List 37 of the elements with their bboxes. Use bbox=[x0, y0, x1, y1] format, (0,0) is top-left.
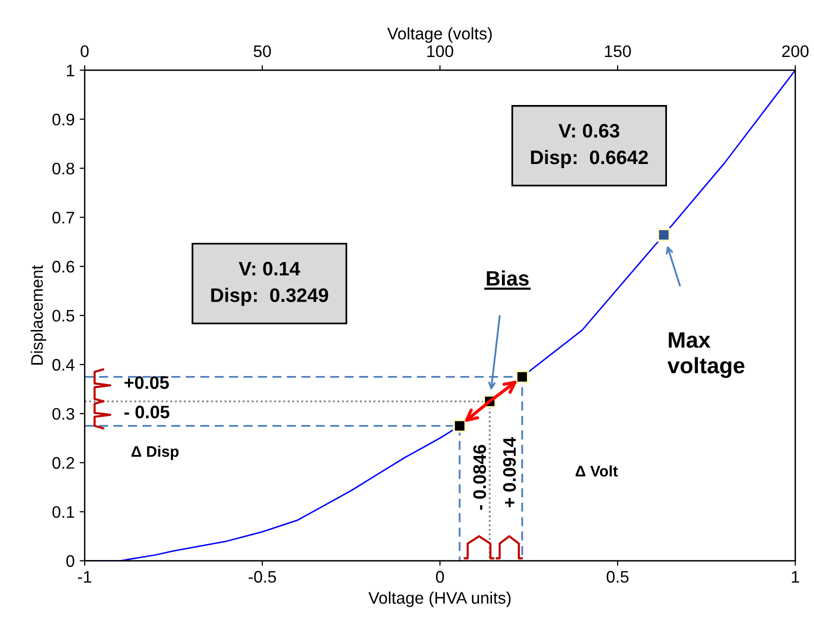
annotation: V: 0.14 Disp: 0.3249 bbox=[211, 262, 328, 306]
x-tick-label: 0.5 bbox=[606, 570, 629, 583]
annotation: Δ Disp bbox=[131, 446, 179, 460]
x-axis-title: Voltage (HVA units) bbox=[368, 592, 511, 608]
y-tick-label: 0.3 bbox=[52, 408, 74, 420]
y-tick-label: 0.5 bbox=[52, 310, 74, 322]
annotation: - 0.0846 bbox=[473, 444, 486, 510]
x2-tick-label: 50 bbox=[254, 45, 271, 58]
x2-tick-label: 100 bbox=[427, 45, 454, 58]
annotation: Bias bbox=[486, 270, 529, 286]
y-tick-label: 0.7 bbox=[52, 212, 74, 224]
x2-axis-title: Voltage (volts) bbox=[387, 27, 492, 43]
y-tick-label: 0.8 bbox=[52, 162, 74, 174]
x-tick-label: -1 bbox=[78, 571, 92, 583]
annotation: +0.05 bbox=[124, 376, 169, 389]
x-tick-label: 0 bbox=[436, 570, 444, 583]
y-tick-label: 0.2 bbox=[52, 457, 74, 469]
y-tick-label: 0.9 bbox=[52, 114, 74, 126]
point bbox=[656, 228, 671, 242]
annotation: + 0.0914 bbox=[503, 437, 516, 508]
annotation: - 0.05 bbox=[124, 406, 170, 418]
y-tick-label: 0.6 bbox=[52, 260, 74, 273]
y-tick-label: 0.4 bbox=[52, 358, 74, 371]
y-tick-label: 1 bbox=[66, 64, 74, 76]
point bbox=[515, 370, 530, 384]
point bbox=[452, 419, 467, 433]
y-tick-label: 0 bbox=[66, 555, 74, 567]
x2-tick-label: 150 bbox=[604, 45, 631, 58]
annotation: V: 0.63 Disp: 0.6642 bbox=[531, 124, 648, 168]
x-tick-label: -0.5 bbox=[248, 570, 276, 583]
y-axis-title: Displacement bbox=[30, 265, 46, 365]
annotation: Max voltage bbox=[667, 332, 744, 378]
x2-tick-label: 200 bbox=[782, 45, 809, 58]
x-tick-label: 1 bbox=[792, 571, 800, 583]
y-tick-label: 0.1 bbox=[52, 506, 74, 518]
annotation: Δ Volt bbox=[576, 465, 618, 477]
x2-tick-label: 0 bbox=[80, 45, 89, 58]
